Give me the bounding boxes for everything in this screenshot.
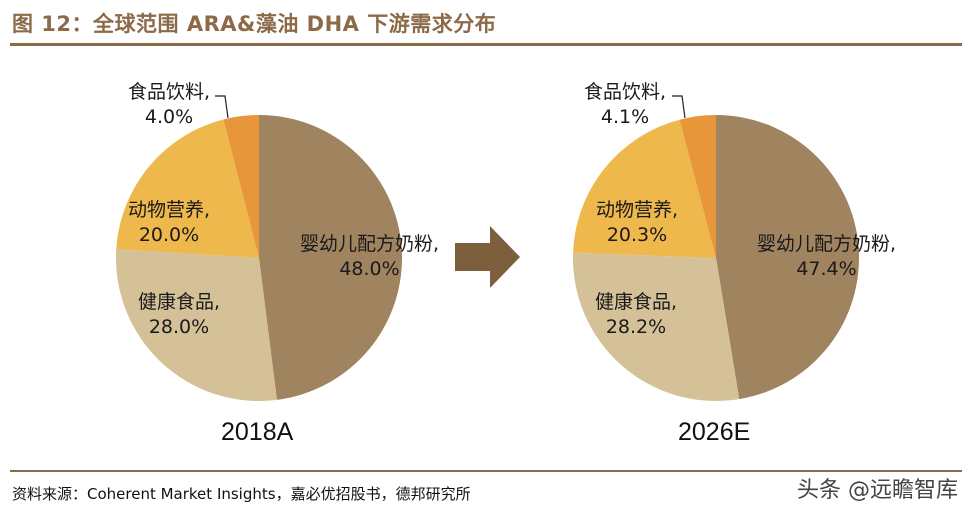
pie1-label-health: 健康食品, 28.0% [138, 291, 221, 338]
pie-charts [115, 95, 859, 402]
pie2-title: 2026E [678, 418, 751, 446]
footer-rule [10, 470, 962, 472]
title-rule [10, 43, 962, 46]
pie1-label-animal: 动物营养, 20.0% [128, 199, 211, 246]
pie2-slice-infant [716, 115, 859, 400]
pie1-leader-line [215, 95, 229, 119]
pie1-label-infant: 婴幼儿配方奶粉, 48.0% [300, 233, 440, 280]
arrow-icon [455, 226, 520, 288]
pie2-slice-health [573, 252, 740, 402]
watermark: 头条 @远瞻智库 [797, 478, 958, 503]
pie1-slice-health [115, 249, 277, 401]
pie1-slice-infant [259, 115, 402, 400]
pie2-slice-animal [573, 119, 716, 259]
source-note: 资料来源：Coherent Market Insights，嘉必优招股书，德邦研… [12, 485, 471, 503]
pie2-label-food: 食品饮料, 4.1% [584, 81, 667, 128]
figure-title: 图 12：全球范围 ARA&藻油 DHA 下游需求分布 [12, 12, 497, 36]
pie2-slice-food [679, 115, 716, 258]
pie2-label-health: 健康食品, 28.2% [595, 291, 678, 338]
pie2-label-animal: 动物营养, 20.3% [596, 199, 679, 246]
pie1-slice-food [223, 115, 259, 258]
pie1-title: 2018A [221, 418, 294, 446]
pie2-leader-line [672, 95, 686, 119]
pie2-label-infant: 婴幼儿配方奶粉, 47.4% [757, 233, 897, 280]
pie1-slice-animal [116, 119, 259, 258]
pie1-label-food: 食品饮料, 4.0% [128, 81, 211, 128]
